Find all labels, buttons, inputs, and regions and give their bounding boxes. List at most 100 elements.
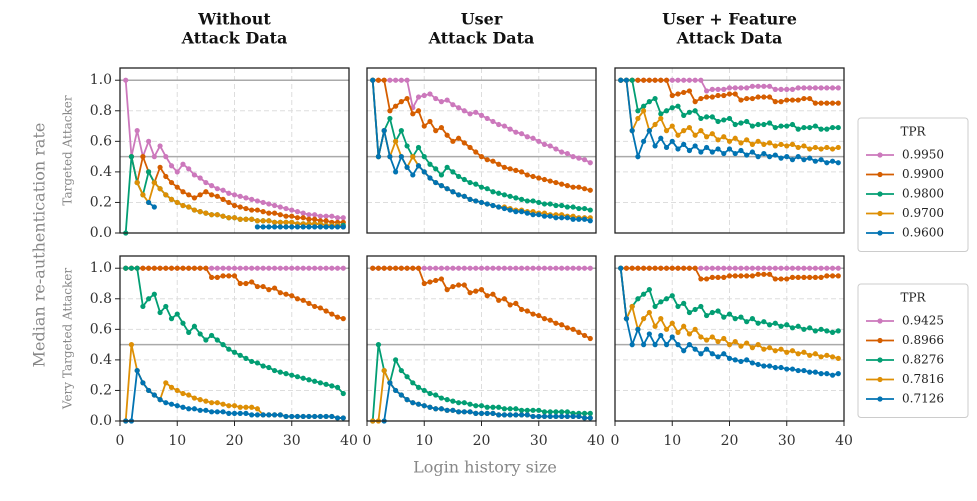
data-point	[801, 143, 807, 149]
data-point	[456, 192, 462, 198]
legend-swatch	[877, 396, 883, 402]
data-point	[755, 138, 761, 144]
data-point	[801, 265, 807, 271]
data-point	[484, 157, 490, 163]
data-point	[203, 398, 209, 404]
data-point	[570, 184, 576, 190]
data-point	[778, 265, 784, 271]
data-point	[444, 186, 450, 192]
data-point	[686, 124, 693, 131]
data-point	[421, 403, 427, 409]
data-point	[663, 326, 670, 332]
data-point	[393, 265, 399, 271]
data-point	[732, 85, 738, 91]
data-point	[646, 287, 652, 293]
data-point	[663, 144, 670, 151]
data-point	[559, 265, 565, 271]
data-point	[715, 274, 721, 280]
data-point	[784, 97, 790, 103]
data-point	[174, 199, 180, 206]
data-point	[669, 105, 675, 111]
data-point	[629, 342, 635, 348]
data-point	[784, 276, 790, 282]
data-point	[709, 265, 715, 271]
data-point	[249, 265, 255, 271]
data-point	[704, 265, 710, 271]
data-point	[715, 146, 721, 152]
data-point	[704, 312, 710, 319]
data-point	[564, 413, 570, 420]
data-point	[513, 209, 519, 215]
data-point	[795, 144, 801, 151]
data-point	[789, 325, 796, 331]
data-point	[410, 172, 416, 178]
data-point	[744, 152, 750, 158]
data-point	[778, 141, 784, 147]
data-point	[249, 279, 255, 285]
data-point	[789, 348, 796, 354]
data-point	[755, 83, 761, 89]
legend-swatch	[877, 376, 883, 383]
data-point	[266, 364, 272, 371]
data-point	[795, 97, 801, 103]
data-point	[226, 346, 232, 352]
data-point	[209, 400, 215, 406]
data-point	[163, 400, 169, 406]
data-point	[778, 155, 784, 161]
legend-swatch	[877, 191, 883, 197]
data-point	[663, 128, 670, 134]
data-point	[421, 169, 427, 175]
data-point	[157, 265, 163, 271]
data-point	[704, 276, 710, 282]
data-point	[629, 303, 635, 310]
data-point	[168, 196, 175, 202]
data-point	[641, 291, 647, 297]
data-point	[151, 265, 157, 271]
data-point	[807, 352, 813, 358]
data-point	[467, 111, 473, 117]
data-point	[755, 320, 761, 326]
data-point	[421, 123, 427, 129]
data-point	[726, 146, 733, 152]
data-point	[524, 407, 530, 413]
data-point	[220, 342, 226, 348]
data-point	[658, 316, 664, 322]
data-point	[686, 109, 693, 115]
data-point	[681, 112, 687, 118]
data-point	[553, 179, 559, 186]
data-point	[778, 86, 784, 92]
data-point	[726, 85, 733, 91]
data-point	[467, 144, 473, 151]
data-point	[766, 140, 773, 146]
data-point	[570, 154, 576, 160]
data-point	[518, 209, 525, 215]
data-point	[669, 265, 675, 271]
data-point	[300, 297, 306, 303]
data-point	[835, 355, 841, 361]
data-point	[134, 265, 140, 271]
data-point	[415, 265, 422, 271]
data-point	[197, 209, 203, 215]
data-point	[214, 337, 220, 343]
data-point	[300, 224, 306, 230]
column-title: User + Feature	[662, 10, 797, 29]
data-point	[197, 331, 203, 337]
data-point	[415, 384, 422, 390]
data-point	[283, 371, 289, 377]
data-point	[220, 401, 226, 407]
data-point	[652, 303, 658, 310]
data-point	[692, 77, 698, 83]
data-point	[738, 358, 744, 365]
data-point	[807, 265, 813, 271]
data-point	[755, 154, 761, 160]
data-point	[163, 154, 169, 160]
data-point	[306, 224, 312, 230]
data-point	[807, 124, 813, 131]
panel-frame	[366, 67, 597, 234]
data-point	[340, 265, 346, 271]
data-point	[375, 154, 382, 160]
data-point	[501, 265, 507, 271]
data-point	[450, 102, 456, 108]
data-point	[467, 401, 473, 407]
